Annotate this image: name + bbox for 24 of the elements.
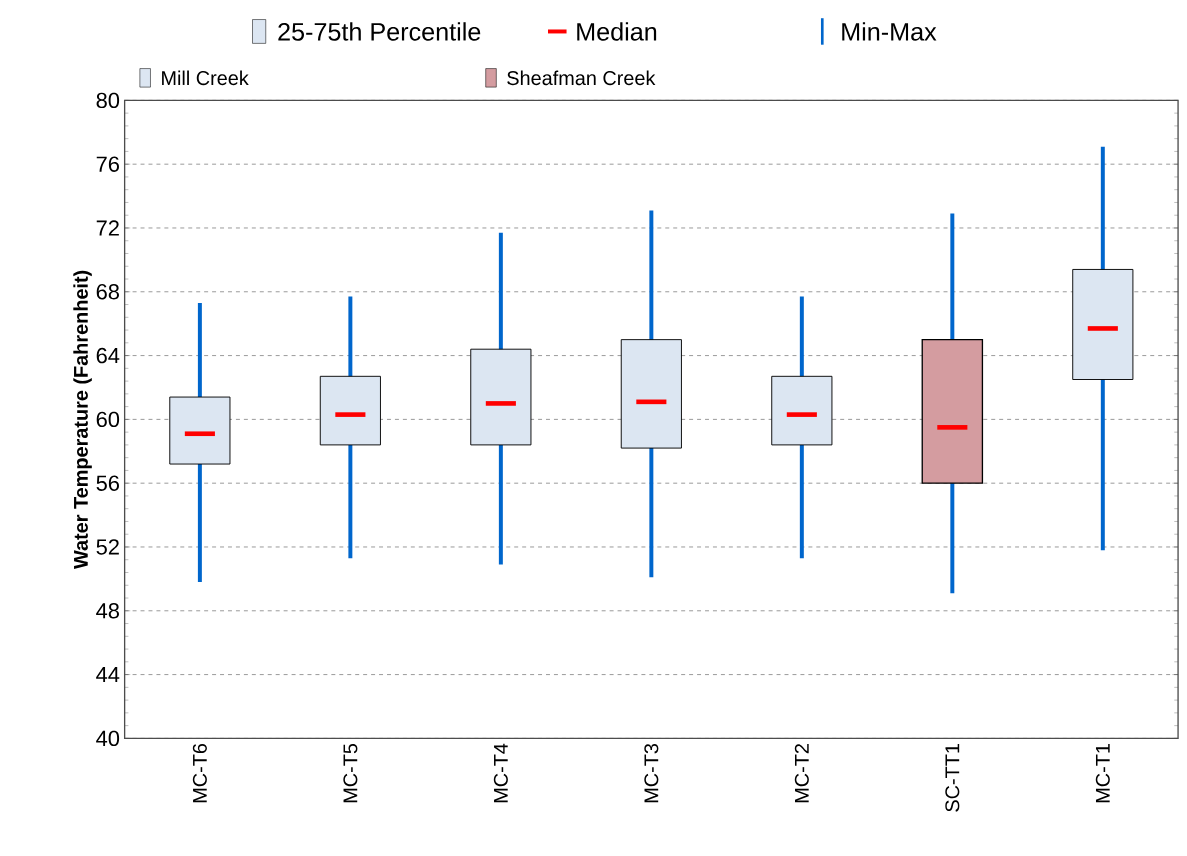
y-tick-label: 60 — [96, 411, 120, 428]
y-tick-label: 56 — [96, 475, 119, 492]
legend-label: Sheafman Creek — [507, 70, 656, 86]
x-tick-label: MC-T2 — [794, 744, 809, 803]
text: Min-Max — [842, 22, 937, 41]
y-tick-label: 68 — [96, 284, 119, 300]
text: Median — [577, 22, 657, 41]
y-tick-label: 48 — [96, 603, 119, 619]
y-tick-label: 64 — [96, 348, 120, 364]
x-tick-label: MC-T3 — [644, 744, 659, 803]
x-tick-label: MC-T5 — [343, 744, 358, 803]
legend-label: Mill Creek — [162, 70, 249, 86]
y-tick-label: 52 — [96, 539, 119, 555]
x-tick-label: MC-T1 — [1095, 744, 1110, 803]
x-tick-label: MC-T4 — [493, 743, 508, 803]
x-tick-label: MC-T6 — [192, 744, 207, 803]
y-tick-label: 40 — [96, 730, 120, 747]
text: 25-75th Percentile — [278, 22, 481, 41]
y-tick-label: 44 — [96, 667, 120, 683]
y-axis-title: Water Temperature (Fahrenheit) — [73, 270, 92, 570]
y-tick-label: 72 — [96, 220, 119, 236]
x-tick-label: SC-TT1 — [945, 744, 960, 812]
y-tick-label: 76 — [96, 156, 119, 173]
y-tick-label: 80 — [96, 92, 120, 109]
